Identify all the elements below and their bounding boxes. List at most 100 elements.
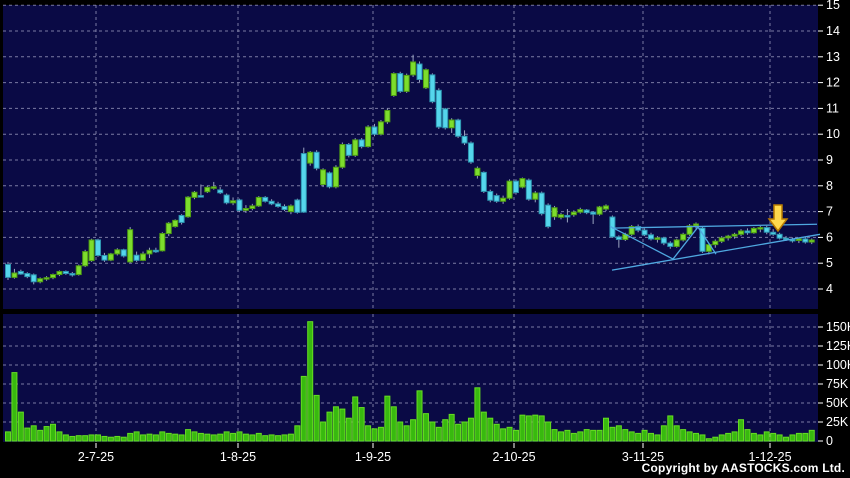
candle-body-up (107, 253, 114, 261)
candle-body-up (390, 73, 397, 96)
candle-body-up (37, 278, 44, 283)
candle-body-down (667, 242, 674, 247)
volume-bar (358, 407, 365, 442)
volume-axis-label: 50K (826, 396, 849, 410)
candle-body-up (384, 109, 391, 123)
candle-body-down (480, 171, 487, 192)
candle-body-up (680, 233, 687, 241)
price-axis-label: 15 (826, 0, 840, 12)
candle-body-down (268, 200, 275, 205)
candle-body-down (467, 142, 474, 163)
volume-bar (377, 426, 384, 442)
candle-body-up (654, 237, 661, 240)
candle-body-up (88, 239, 95, 262)
volume-bar (577, 431, 584, 442)
candle-body-down (275, 203, 282, 207)
candle-body-up (204, 186, 211, 193)
volume-bar (56, 431, 63, 442)
volume-bar (242, 433, 249, 442)
volume-bar (673, 425, 680, 442)
candle-body-up (448, 119, 455, 129)
candle-body-down (101, 254, 108, 261)
candle-body-down (442, 108, 449, 129)
volume-bar (249, 434, 256, 442)
volume-bar (236, 431, 243, 442)
volume-bar (590, 429, 597, 442)
volume-bar (352, 396, 359, 442)
candle-body-up (738, 230, 745, 235)
candle-body-up (519, 178, 526, 188)
volume-bar (127, 432, 134, 442)
candle-body-down (641, 229, 648, 236)
candle-body-down (152, 249, 159, 253)
volume-axis-label: 100K (826, 358, 850, 372)
volume-bar (30, 425, 37, 442)
trend-line (611, 233, 821, 271)
volume-bar (172, 433, 179, 442)
volume-bar (731, 431, 738, 442)
candle-body-down (358, 139, 365, 148)
candle-body-up (596, 206, 603, 215)
volume-bar (699, 434, 706, 442)
volume-bar (532, 414, 539, 442)
volume-bar (461, 421, 468, 442)
candle-body-up (56, 270, 63, 276)
volume-axis-label: 25K (826, 415, 849, 429)
candle-body-up (725, 235, 732, 239)
volume-bar (712, 436, 719, 442)
candle-body-up (114, 249, 121, 255)
volume-bar (693, 432, 700, 442)
volume-bar (165, 432, 172, 442)
candle-body-down (435, 89, 442, 128)
volume-bar (371, 428, 378, 442)
candle-body-up (50, 274, 57, 279)
candle-body-down (62, 270, 69, 275)
volume-bar (635, 432, 642, 442)
candle-body-up (506, 180, 513, 199)
candle-body-down (24, 273, 31, 278)
candle-body-down (17, 270, 24, 275)
volume-axis-label: 125K (826, 339, 850, 353)
candle-body-up (686, 225, 693, 235)
volume-bar (757, 434, 764, 442)
candle-body-down (635, 226, 642, 231)
candle-body-down (294, 199, 301, 213)
volume-bar (795, 432, 802, 442)
copyright-text: Copyright by AASTOCKS.com Ltd. (641, 461, 845, 475)
volume-axis-label: 75K (826, 377, 849, 391)
volume-bar (82, 435, 89, 442)
candle-body-up (551, 207, 558, 218)
candle-body-up (410, 61, 417, 76)
date-label: 1-12-25 (748, 450, 791, 464)
volume-bar (525, 415, 532, 442)
candle-body-up (230, 200, 237, 204)
volume-bar (705, 438, 712, 442)
candle-body-down (455, 119, 462, 137)
volume-bar (493, 423, 500, 442)
volume-bar (609, 426, 616, 442)
volume-bar (410, 419, 417, 442)
candle-body-up (43, 277, 50, 280)
volume-bar (564, 429, 571, 442)
candle-body-down (660, 237, 667, 244)
candle-body-up (500, 197, 507, 202)
price-axis-label: 14 (826, 24, 840, 38)
date-label: 3-11-25 (622, 450, 664, 464)
candle-body-up (165, 222, 172, 235)
candle-body-down (300, 153, 307, 213)
volume-bar (294, 425, 301, 442)
candle-body-up (185, 196, 192, 218)
volume-bar (789, 434, 796, 442)
volume-bar (660, 425, 667, 442)
volume-bar (95, 434, 102, 442)
trend-line (609, 225, 674, 260)
date-label: 1-9-25 (355, 450, 391, 464)
candle-body-down (178, 214, 185, 223)
candle-body-down (133, 254, 140, 261)
candle-body-down (461, 135, 468, 144)
candle-body-up (532, 192, 539, 200)
volume-bar (480, 411, 487, 442)
candle-body-up (82, 251, 89, 267)
